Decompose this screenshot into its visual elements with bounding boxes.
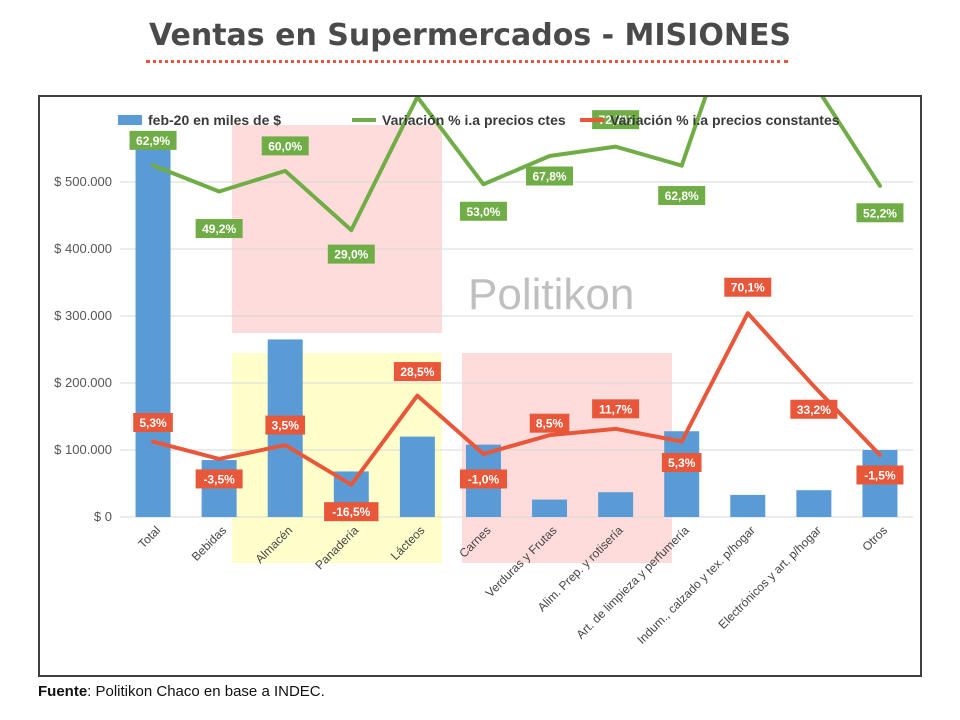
y-tick-label: $ 300.000 bbox=[54, 308, 112, 323]
legend-label: Variación % i.a precios ctes bbox=[382, 112, 566, 128]
bar-1 bbox=[201, 460, 237, 517]
label-red: -3,5% bbox=[203, 472, 235, 486]
label-green: 53,0% bbox=[466, 205, 500, 219]
bar-0 bbox=[135, 148, 171, 517]
label-red-bg bbox=[790, 399, 838, 419]
legend-label: Variación % i.a precios constantes bbox=[610, 112, 840, 128]
label-red: -1,5% bbox=[864, 468, 896, 482]
x-tick-label: Otros bbox=[859, 523, 890, 554]
bar-9 bbox=[730, 494, 766, 517]
bar-4 bbox=[399, 436, 435, 517]
footer-label: Fuente bbox=[38, 683, 88, 700]
label-red-bg bbox=[324, 502, 379, 522]
bar-7 bbox=[598, 492, 634, 517]
legend-label: feb-20 en miles de $ bbox=[148, 112, 281, 128]
label-green-bg bbox=[459, 201, 507, 221]
label-green-bg bbox=[129, 130, 177, 150]
label-green-bg bbox=[195, 219, 243, 239]
y-tick-label: $ 500.000 bbox=[54, 174, 112, 189]
bar-6 bbox=[532, 499, 568, 517]
label-green-bg bbox=[592, 110, 640, 130]
label-red: 3,5% bbox=[272, 419, 300, 433]
label-red: 11,7% bbox=[599, 402, 633, 416]
bar-8 bbox=[664, 431, 700, 517]
line-green bbox=[151, 97, 882, 233]
watermark: Politikon bbox=[468, 270, 634, 319]
label-green: 29,0% bbox=[334, 248, 368, 262]
label-red: 28,5% bbox=[400, 365, 434, 379]
label-red-bg bbox=[393, 362, 441, 382]
label-red: 5,3% bbox=[668, 456, 696, 470]
label-green: 72,7% bbox=[599, 113, 633, 127]
page-title: Ventas en Supermercados - MISIONES bbox=[148, 18, 792, 53]
label-red: -1,0% bbox=[468, 472, 500, 486]
y-tick-label: $ 100.000 bbox=[54, 442, 112, 457]
label-green-bg bbox=[261, 136, 309, 156]
label-green: 62,9% bbox=[136, 134, 170, 148]
label-green-bg bbox=[526, 166, 574, 186]
chart-frame: $ 0 $ 100.000 $ 200.000 $ 300.000 $ 400.000 $… bbox=[38, 95, 922, 677]
label-green: 60,0% bbox=[268, 139, 302, 153]
label-red-bg bbox=[724, 277, 772, 297]
line-red bbox=[151, 311, 882, 487]
label-green-bg bbox=[658, 186, 706, 206]
x-tick-label: Total bbox=[135, 523, 163, 551]
footer-text: : Politikon Chaco en base a INDEC. bbox=[87, 683, 325, 700]
sales-chart: $ 0 $ 100.000 $ 200.000 $ 300.000 $ 400.000 $… bbox=[54, 97, 913, 647]
label-green-bg bbox=[856, 203, 904, 223]
label-red: -16,5% bbox=[332, 505, 370, 519]
legend-swatch-bar bbox=[118, 115, 142, 125]
label-red-bg bbox=[529, 413, 570, 433]
label-red-bg bbox=[459, 469, 507, 489]
label-green: 67,8% bbox=[533, 170, 567, 184]
x-tick-label: Bebidas bbox=[189, 523, 230, 564]
label-red-bg bbox=[661, 453, 702, 473]
label-red: 8,5% bbox=[536, 417, 564, 431]
label-red: 33,2% bbox=[797, 403, 831, 417]
y-tick-label: $ 200.000 bbox=[54, 375, 112, 390]
label-red-bg bbox=[265, 415, 306, 435]
label-red: 5,3% bbox=[139, 416, 167, 430]
label-red-bg bbox=[856, 465, 904, 485]
title-underline bbox=[146, 60, 788, 63]
label-green: 52,2% bbox=[863, 206, 897, 220]
label-green: 49,2% bbox=[202, 222, 236, 236]
label-red: 70,1% bbox=[731, 281, 765, 295]
label-red-bg bbox=[133, 413, 173, 433]
label-green: 62,8% bbox=[665, 189, 699, 203]
bar-10 bbox=[796, 490, 832, 517]
y-tick-label: $ 400.000 bbox=[54, 241, 112, 256]
label-green-bg bbox=[327, 244, 375, 264]
label-red-bg bbox=[592, 399, 640, 419]
highlight-box-pink-top bbox=[232, 125, 442, 333]
footer: Fuente: Politikon Chaco en base a INDEC. bbox=[38, 683, 325, 700]
y-tick-label: $ 0 bbox=[94, 509, 112, 524]
label-red-bg bbox=[195, 469, 243, 489]
